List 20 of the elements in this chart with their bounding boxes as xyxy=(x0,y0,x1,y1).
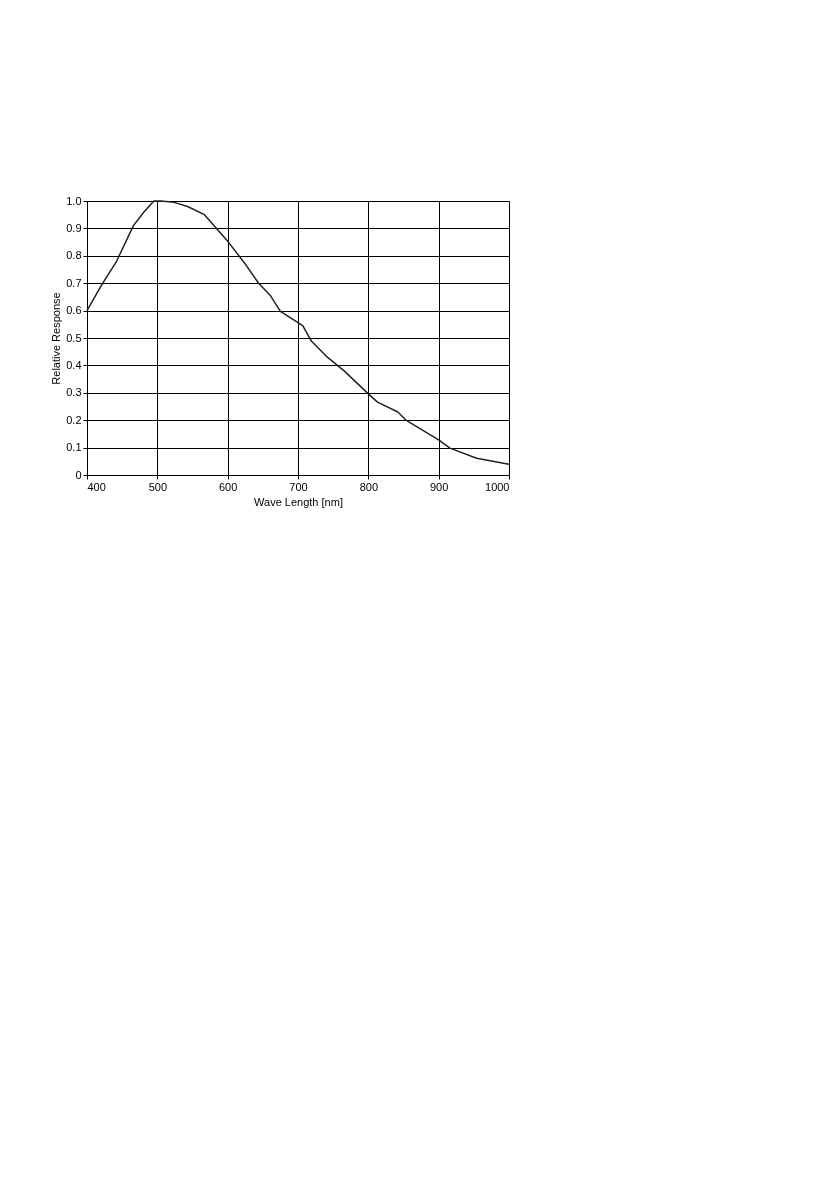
y-tick-label: 0.7 xyxy=(66,276,82,289)
x-tick-label: 600 xyxy=(218,480,238,493)
x-tick-label: 1000 xyxy=(485,480,510,493)
y-tick-label: 0.9 xyxy=(66,221,82,234)
x-tick-label: 700 xyxy=(289,480,308,493)
y-tick-label: 0.4 xyxy=(66,358,82,371)
x-tick-label: 400 xyxy=(87,480,106,493)
y-tick-label: 1.0 xyxy=(66,194,82,207)
x-tick-label: 500 xyxy=(148,480,168,493)
x-tick-label: 900 xyxy=(429,480,449,493)
y-tick-label: 0.6 xyxy=(66,304,82,317)
y-tick-label: 0.5 xyxy=(66,331,82,344)
y-tick-label: 0.8 xyxy=(66,249,82,262)
y-tick-label: 0.3 xyxy=(66,386,82,399)
x-tick-label: 800 xyxy=(359,480,379,493)
x-axis-title: Wave Length [nm] xyxy=(254,495,343,508)
y-tick-label: 0.1 xyxy=(66,441,82,454)
y-axis-title: Relative Response xyxy=(50,292,63,385)
y-tick-label: 0 xyxy=(75,468,82,481)
y-tick-label: 0.2 xyxy=(66,413,82,426)
